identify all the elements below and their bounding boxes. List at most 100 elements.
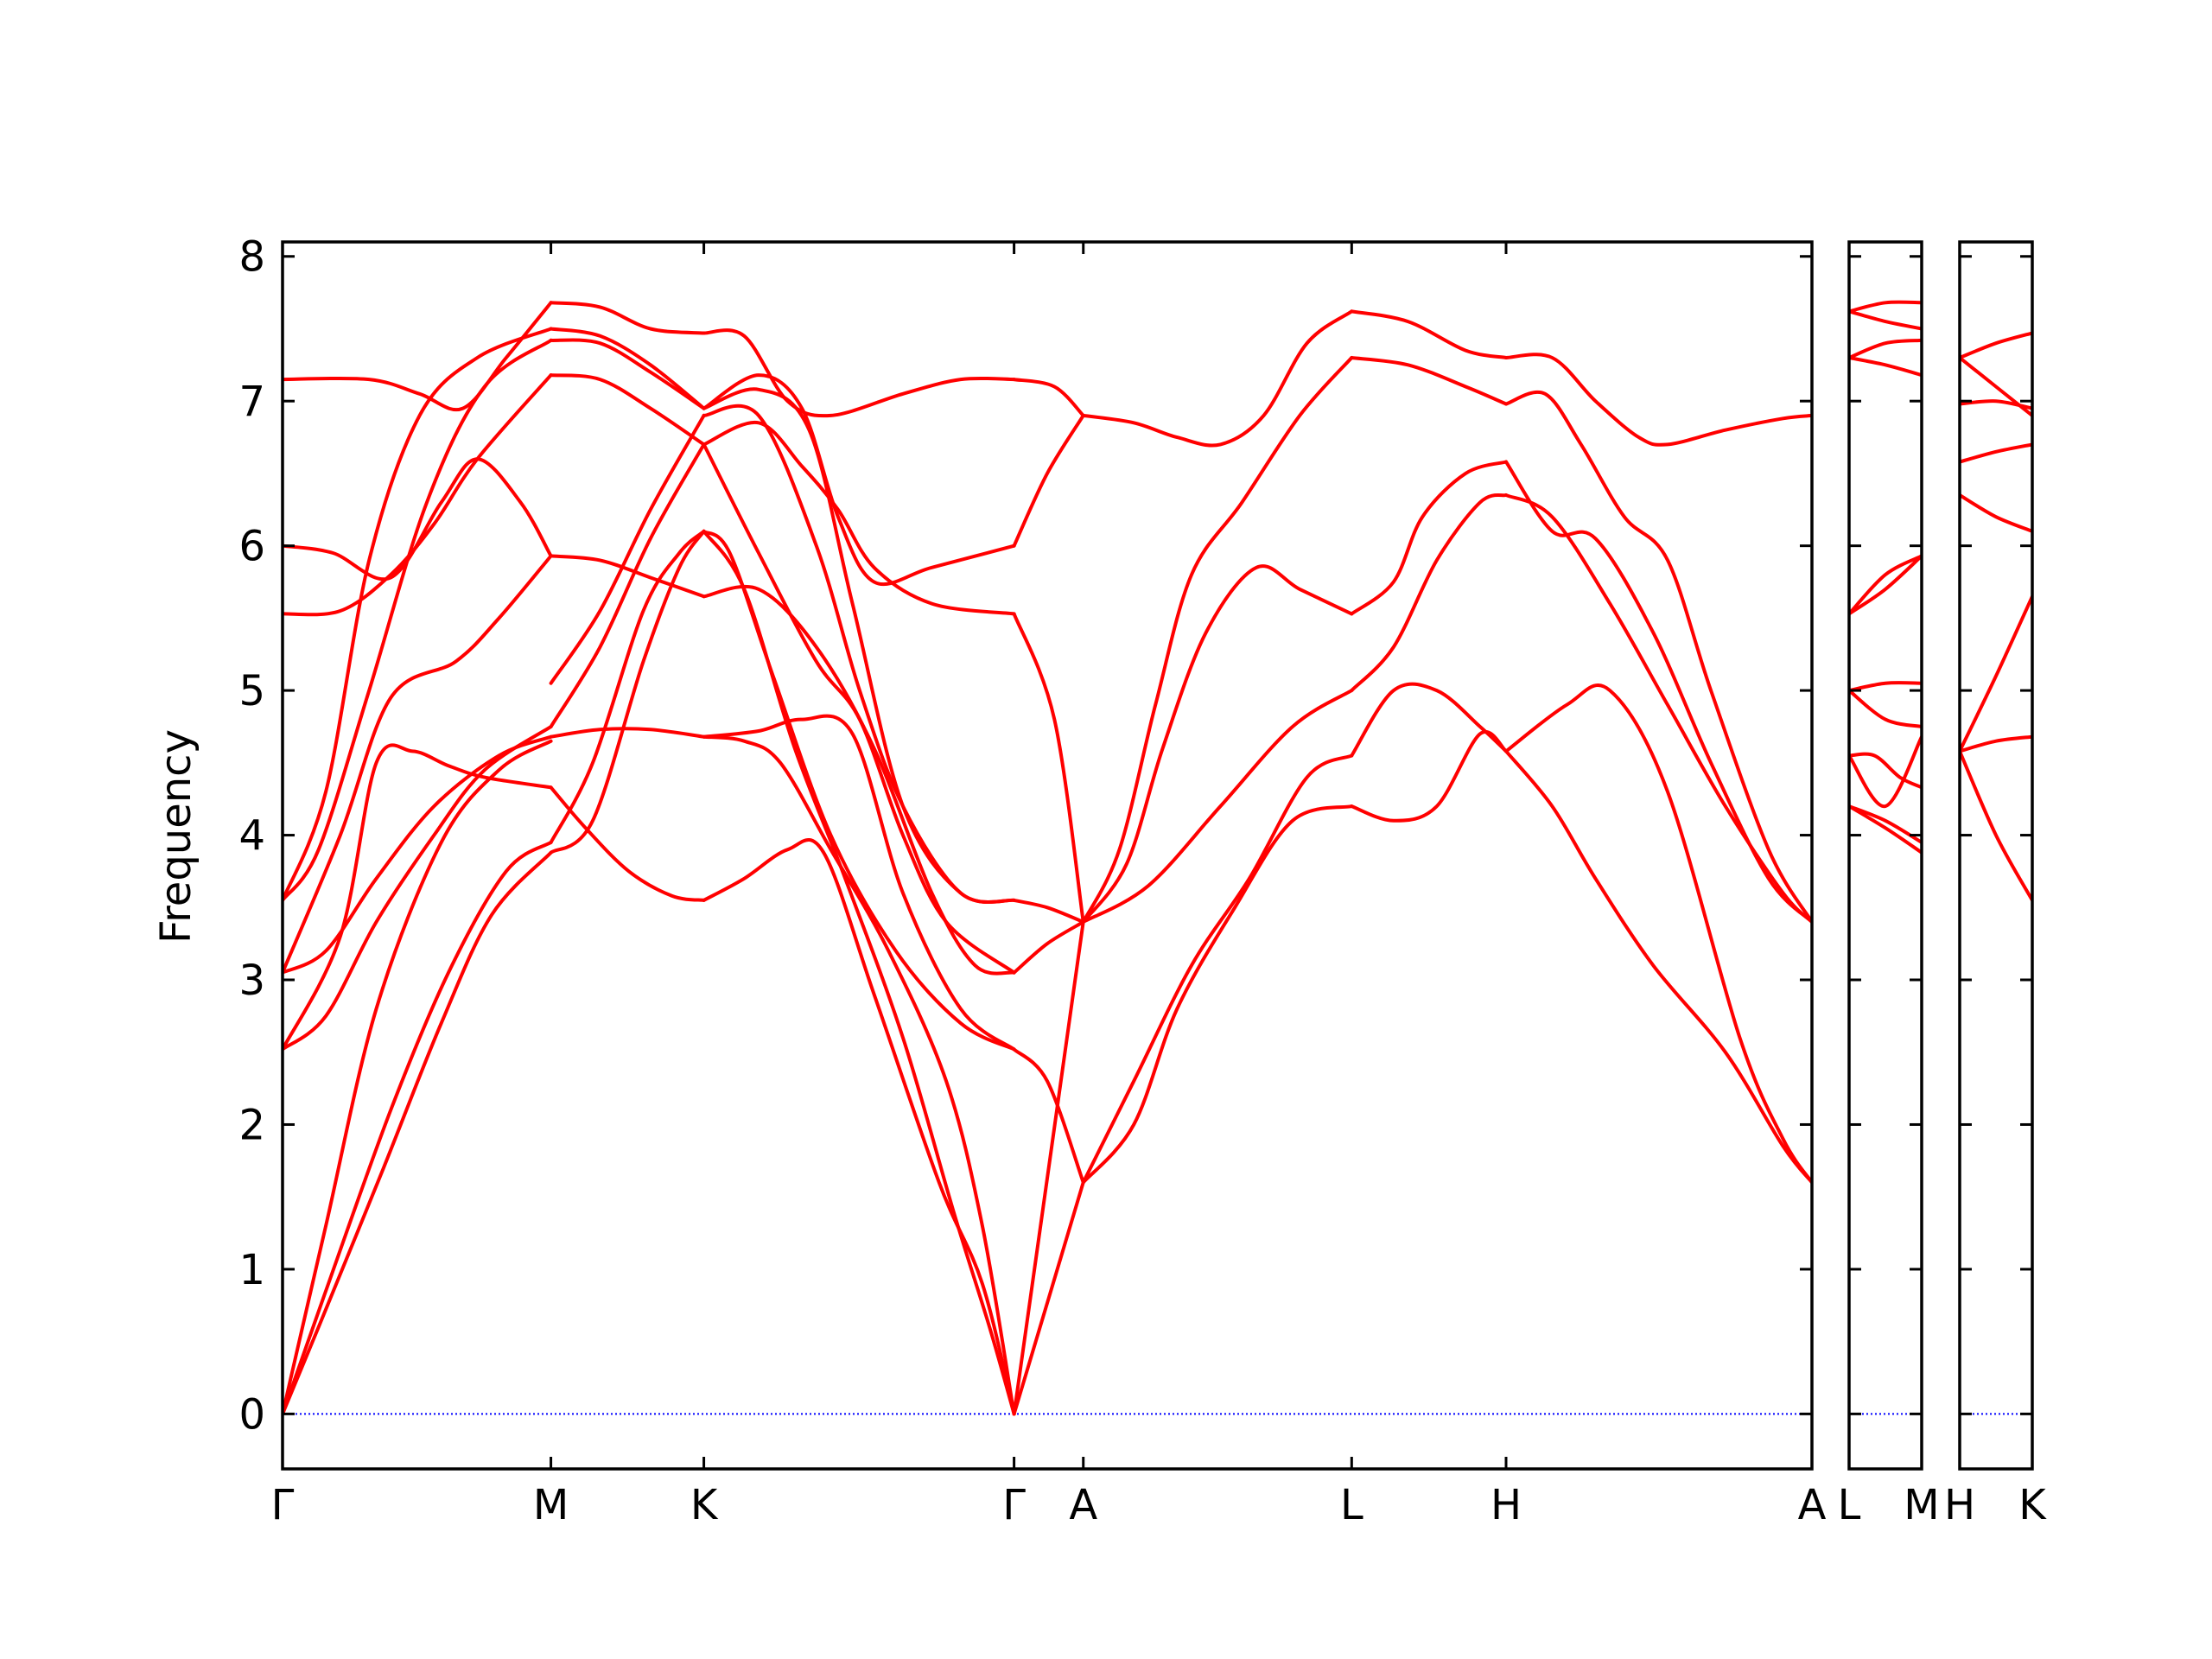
band-line <box>1504 493 1812 924</box>
band-line <box>1504 460 1812 924</box>
bands <box>1960 331 2032 902</box>
band-line <box>1504 683 1812 1185</box>
x-tick-label: H <box>1491 1481 1522 1529</box>
band-line <box>702 838 1016 1416</box>
x-tick-label: A <box>1798 1481 1827 1529</box>
band-line <box>549 442 706 728</box>
x-tick-label: M <box>1904 1481 1939 1529</box>
band-line <box>283 373 553 617</box>
band-line <box>702 584 1016 976</box>
y-tick-label: 6 <box>238 523 265 571</box>
band-line <box>1960 493 2032 533</box>
band-line <box>702 373 1016 587</box>
band-line <box>702 714 1016 1052</box>
x-tick-label: M <box>533 1481 569 1529</box>
band-line <box>283 743 553 1052</box>
band-line <box>1350 460 1508 616</box>
band-line <box>1012 920 1085 1416</box>
band-line <box>1849 804 1922 844</box>
x-tick-label: K <box>2018 1481 2047 1529</box>
band-line <box>702 734 1016 1416</box>
band-line <box>283 457 553 582</box>
band-line <box>549 727 706 739</box>
y-tick-label: 4 <box>238 812 265 861</box>
band-line <box>1849 554 1922 616</box>
band-line <box>1350 309 1508 359</box>
band-line <box>702 529 1016 1416</box>
band-line <box>1012 612 1085 924</box>
band-line <box>1012 413 1085 548</box>
x-tick-label: K <box>690 1481 719 1529</box>
band-line <box>1350 729 1508 823</box>
band-line <box>1849 554 1922 616</box>
band-line <box>1849 752 1922 790</box>
band-line <box>1081 356 1354 924</box>
band-line <box>1960 749 2032 902</box>
band-line <box>1350 356 1508 406</box>
band-line <box>1849 338 1922 359</box>
band-line <box>1504 390 1812 924</box>
x-tick-label: L <box>1838 1481 1861 1529</box>
band-line <box>702 529 1016 1052</box>
plot-frame <box>1958 240 2034 1471</box>
band-line <box>1350 493 1508 693</box>
plot-frame <box>281 240 1814 1471</box>
band-line <box>1350 682 1508 758</box>
band-line <box>283 850 553 1416</box>
band-line <box>283 739 553 1416</box>
y-tick-label: 2 <box>238 1101 265 1149</box>
x-tick-label: Γ <box>1002 1481 1026 1529</box>
band-line <box>702 420 1016 616</box>
band-line <box>1081 309 1354 448</box>
x-tick-label: A <box>1069 1481 1097 1529</box>
band-line <box>1012 378 1085 417</box>
band-line <box>702 328 1016 418</box>
band-line <box>1960 331 2032 359</box>
x-tick-label: H <box>1944 1481 1975 1529</box>
band-line <box>283 327 553 902</box>
band-line <box>1081 689 1354 924</box>
bands <box>1849 300 1922 855</box>
plot-frame <box>1847 240 1923 1471</box>
y-tick-label: 8 <box>238 233 265 282</box>
band-line <box>1960 442 2032 464</box>
band-line <box>283 725 553 1052</box>
y-tick-label: 0 <box>238 1390 265 1439</box>
band-line <box>549 373 706 447</box>
band-line <box>1504 353 1812 447</box>
band-line <box>702 442 1016 975</box>
band-line <box>1849 734 1922 809</box>
band-line <box>1012 1180 1085 1416</box>
band-line <box>1081 753 1354 1185</box>
band-line <box>1012 920 1085 975</box>
band-line <box>1849 689 1922 728</box>
y-tick-label: 7 <box>238 378 265 426</box>
band-line <box>283 734 553 975</box>
band-line <box>549 529 706 855</box>
band-line <box>1960 356 2032 417</box>
band-line <box>1012 898 1085 924</box>
band-line <box>549 554 706 599</box>
band-line <box>549 301 706 335</box>
band-line <box>1960 734 2032 753</box>
band-line <box>1504 749 1812 1185</box>
band-line <box>549 327 706 410</box>
band-line <box>283 840 553 1416</box>
band-line <box>1849 356 1922 378</box>
y-axis-title: Frequency <box>152 729 200 944</box>
band-line <box>702 404 1016 905</box>
x-tick-label: L <box>1340 1481 1363 1529</box>
band-line <box>1849 300 1922 314</box>
band-line <box>1849 804 1922 855</box>
band-line <box>1012 1047 1085 1185</box>
band-line <box>1081 804 1354 1185</box>
band-line <box>283 301 553 412</box>
x-tick-label: Γ <box>271 1481 295 1529</box>
band-line <box>702 387 1016 905</box>
band-line <box>283 554 553 975</box>
